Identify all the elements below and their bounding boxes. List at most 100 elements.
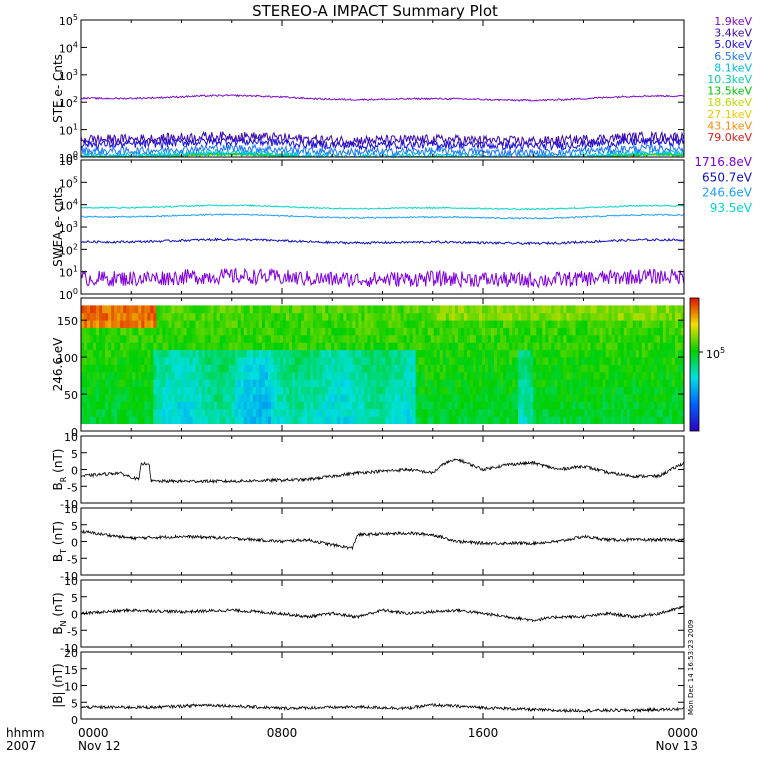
heatmap-cell <box>129 408 133 417</box>
heatmap-cell <box>129 349 133 358</box>
heatmap-cell <box>424 334 429 343</box>
heatmap-cell <box>331 357 335 365</box>
heatmap-cell <box>153 379 157 388</box>
heatmap-cell <box>231 342 236 351</box>
heatmap-cell <box>171 312 175 321</box>
heatmap-cell <box>264 371 269 380</box>
heatmap-cell <box>129 379 133 388</box>
heatmap-cell <box>644 320 649 328</box>
heatmap-cell <box>177 334 181 343</box>
heatmap-cell <box>325 305 329 314</box>
heatmap-cell <box>605 305 610 314</box>
heatmap-cell <box>340 357 344 365</box>
heatmap-cell <box>105 416 109 425</box>
heatmap-cell <box>261 320 266 328</box>
heatmap-cell <box>105 334 109 343</box>
heatmap-cell <box>352 401 356 410</box>
heatmap-cell <box>307 334 311 343</box>
heatmap-cell <box>102 342 106 351</box>
heatmap-cell <box>201 349 206 358</box>
heatmap-cell <box>506 394 510 402</box>
heatmap-cell <box>665 334 670 343</box>
heatmap-cell <box>578 364 582 373</box>
heatmap-cell <box>108 386 112 395</box>
heatmap-cell <box>237 305 242 314</box>
heatmap-cell <box>485 386 489 395</box>
heatmap-cell <box>430 386 435 395</box>
heatmap-cell <box>644 401 649 410</box>
heatmap-cell <box>641 364 646 373</box>
heatmap-cell <box>234 312 239 321</box>
heatmap-cell <box>264 357 269 365</box>
heatmap-cell <box>584 342 588 351</box>
heatmap-cell <box>84 379 88 388</box>
heatmap-cell <box>225 327 230 336</box>
heatmap-cell <box>252 342 257 351</box>
heatmap-cell <box>560 408 564 417</box>
heatmap-cell <box>466 357 471 365</box>
heatmap-cell <box>602 327 607 336</box>
heatmap-cell <box>370 379 374 388</box>
heatmap-cell <box>334 357 338 365</box>
heatmap-cell <box>261 364 266 373</box>
heatmap-cell <box>243 364 248 373</box>
heatmap-cell <box>617 342 622 351</box>
heatmap-cell <box>273 334 278 343</box>
heatmap-cell <box>424 327 429 336</box>
heatmap-cell <box>463 394 468 402</box>
heatmap-cell <box>81 416 85 425</box>
heatmap-cell <box>506 408 510 417</box>
heatmap-cell <box>120 416 124 425</box>
heatmap-cell <box>219 342 224 351</box>
heatmap-cell <box>448 371 453 380</box>
heatmap-cell <box>301 327 305 336</box>
heatmap-cell <box>243 394 248 402</box>
heatmap-cell <box>451 327 456 336</box>
heatmap-cell <box>584 327 588 336</box>
heatmap-cell <box>596 349 600 358</box>
heatmap-cell <box>680 334 684 343</box>
panel-frame <box>80 579 685 648</box>
heatmap-cell <box>141 320 145 328</box>
heatmap-cell <box>614 349 619 358</box>
heatmap-cell <box>87 416 91 425</box>
heatmap-cell <box>605 334 610 343</box>
heatmap-cell <box>500 305 504 314</box>
heatmap-cell <box>397 364 401 373</box>
heatmap-cell <box>150 364 154 373</box>
heatmap-cell <box>198 334 203 343</box>
heatmap-cell <box>195 342 199 351</box>
heatmap-cell <box>460 371 465 380</box>
heatmap-cell <box>283 408 287 417</box>
heatmap-cell <box>159 401 163 410</box>
heatmap-cell <box>159 312 163 321</box>
heatmap-cell <box>611 305 616 314</box>
heatmap-cell <box>355 305 359 314</box>
heatmap-cell <box>412 394 417 402</box>
heatmap-cell <box>87 305 91 314</box>
heatmap-cell <box>138 320 142 328</box>
heatmap-cell <box>599 320 603 328</box>
heatmap-cell <box>126 364 130 373</box>
heatmap-cell <box>436 408 441 417</box>
heatmap-cell <box>460 401 465 410</box>
heatmap-cell <box>406 334 411 343</box>
heatmap-cell <box>500 408 504 417</box>
heatmap-cell <box>216 401 221 410</box>
heatmap-cell <box>370 357 374 365</box>
heatmap-cell <box>222 371 227 380</box>
heatmap-cell <box>394 305 398 314</box>
heatmap-cell <box>680 327 684 336</box>
tick-label: -5 <box>67 481 78 494</box>
heatmap-cell <box>680 394 684 402</box>
heatmap-cell <box>647 320 652 328</box>
heatmap-cell <box>204 312 209 321</box>
heatmap-cell <box>102 408 106 417</box>
heatmap-cell <box>569 320 573 328</box>
heatmap-cell <box>536 371 540 380</box>
heatmap-cell <box>509 364 513 373</box>
heatmap-cell <box>267 401 272 410</box>
heatmap-cell <box>270 416 275 425</box>
heatmap-cell <box>361 357 365 365</box>
